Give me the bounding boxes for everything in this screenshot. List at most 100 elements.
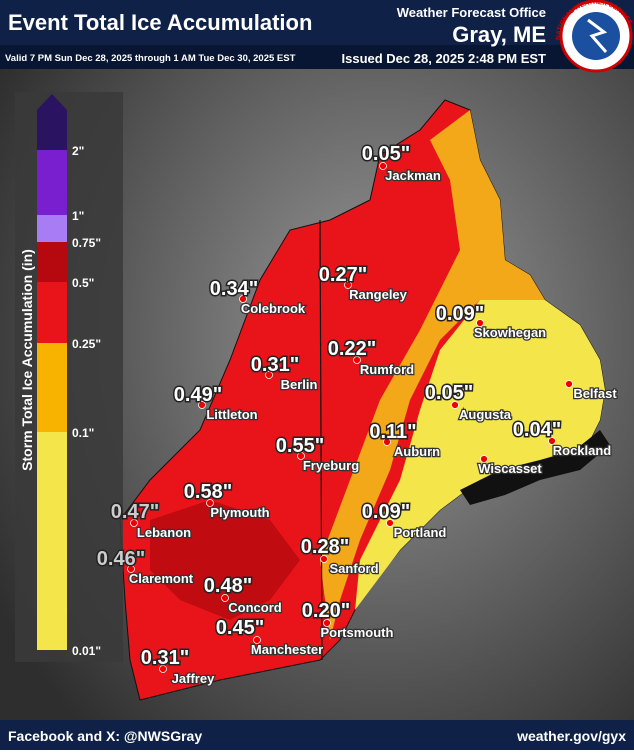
legend-band	[37, 215, 67, 242]
city-value: 0.48"	[204, 575, 252, 597]
city-dot	[548, 437, 556, 445]
header-sub-bar	[0, 45, 634, 69]
legend-label: 0.5"	[72, 276, 94, 290]
legend-arrow	[37, 94, 67, 110]
region-orange	[320, 110, 545, 640]
footer-bar	[0, 720, 634, 750]
city-dot	[221, 594, 229, 602]
city-name: Jackman	[385, 168, 441, 183]
legend-band	[37, 110, 67, 150]
valid-time: Valid 7 PM Sun Dec 28, 2025 through 1 AM…	[5, 53, 296, 64]
city-value: 0.22"	[328, 338, 376, 360]
city-value: 0.09"	[436, 303, 484, 325]
city-value: 0.09"	[362, 501, 410, 523]
city-value: 0.49"	[174, 384, 222, 406]
city-value: 0.58"	[184, 481, 232, 503]
city-value: 0.05"	[362, 143, 410, 165]
city-dot	[451, 401, 459, 409]
legend-panel	[15, 92, 123, 662]
city-value: 0.55"	[276, 435, 324, 457]
city-value: 0.27"	[319, 264, 367, 286]
city-name: Jaffrey	[172, 671, 215, 686]
city-value: 0.05"	[425, 382, 473, 404]
city-dot	[386, 519, 394, 527]
city-dot	[206, 499, 214, 507]
legend-title: Storm Total Ice Accumulation (in)	[19, 249, 35, 471]
header-bar	[0, 0, 634, 45]
city-name: Auburn	[394, 444, 440, 459]
city-value: 0.34"	[210, 278, 258, 300]
office: Weather Forecast Office	[397, 5, 546, 20]
footer-website: weather.gov/gyx	[516, 728, 626, 744]
city-dot	[480, 455, 488, 463]
city-name: Rangeley	[349, 287, 408, 302]
city-name: Portland	[394, 525, 447, 540]
city-name: Augusta	[459, 407, 512, 422]
city-value: 0.46"	[97, 548, 145, 570]
coast-islands	[460, 430, 610, 505]
city-dot	[198, 401, 206, 409]
city-dot	[127, 565, 135, 573]
city-dot	[265, 371, 273, 379]
legend-label: 0.1"	[72, 426, 94, 440]
title: Event Total Ice Accumulation	[8, 10, 312, 35]
city-name: Colebrook	[241, 301, 306, 316]
city-name: Skowhegan	[474, 325, 546, 340]
city-dot	[130, 519, 138, 527]
city-dot	[379, 162, 387, 170]
legend-band	[37, 242, 67, 282]
legend-label: 0.01"	[72, 644, 101, 658]
legend-label: 0.25"	[72, 337, 101, 351]
legend-band	[37, 282, 67, 343]
city-name: Manchester	[251, 642, 323, 657]
legend-band	[37, 150, 67, 215]
legend-label: 0.75"	[72, 236, 101, 250]
city-name: Berlin	[281, 377, 318, 392]
footer-social: Facebook and X: @NWSGray	[8, 728, 202, 744]
city-name: Belfast	[573, 386, 617, 401]
city-name: Rockland	[553, 443, 612, 458]
city-dot	[383, 438, 391, 446]
city-value: 0.20"	[302, 600, 350, 622]
state-border	[319, 219, 323, 661]
city-name: Littleton	[206, 407, 257, 422]
location: Gray, ME	[452, 22, 546, 47]
city-dot	[353, 356, 361, 364]
region-yellow	[355, 300, 605, 610]
city-value: 0.28"	[301, 536, 349, 558]
city-labels: 0.05" Jackman 0.34"Colebrook 0.27"Rangeley 0…	[95, 142, 618, 688]
city-name: Portsmouth	[321, 625, 394, 640]
city-name: Wiscasset	[478, 461, 542, 476]
city-name: Lebanon	[137, 525, 191, 540]
legend-label: 1"	[72, 209, 84, 223]
legend-band	[37, 343, 67, 432]
city-value: 0.04"	[513, 419, 561, 441]
city-name: Sanford	[329, 561, 378, 576]
city-dot	[159, 665, 167, 673]
city-value: 0.31"	[251, 354, 299, 376]
city-dot	[297, 452, 305, 460]
city-value: 0.47"	[111, 501, 159, 523]
city-dot	[344, 281, 352, 289]
city-name: Claremont	[129, 571, 194, 586]
nws-logo-bolt	[587, 18, 608, 53]
city-name: Fryeburg	[303, 458, 359, 473]
city-value: 0.31"	[141, 647, 189, 669]
legend-band	[37, 432, 67, 650]
city-dot	[565, 380, 573, 388]
legend-label: 2"	[72, 144, 84, 158]
city-dot	[323, 619, 331, 627]
city-name: Concord	[228, 600, 282, 615]
region-darkred	[150, 500, 300, 620]
city-dot	[253, 636, 261, 644]
legend: 2" 1" 0.75" 0.5" 0.25" 0.1" 0.01"	[37, 94, 101, 658]
city-value: 0.45"	[216, 617, 264, 639]
city-dot	[239, 295, 247, 303]
city-name: Plymouth	[210, 505, 269, 520]
city-dot	[320, 555, 328, 563]
city-value: 0.11"	[369, 421, 416, 443]
issued: Issued Dec 28, 2025 2:48 PM EST	[342, 51, 547, 66]
city-dot	[476, 319, 484, 327]
city-name: Rumford	[360, 362, 414, 377]
